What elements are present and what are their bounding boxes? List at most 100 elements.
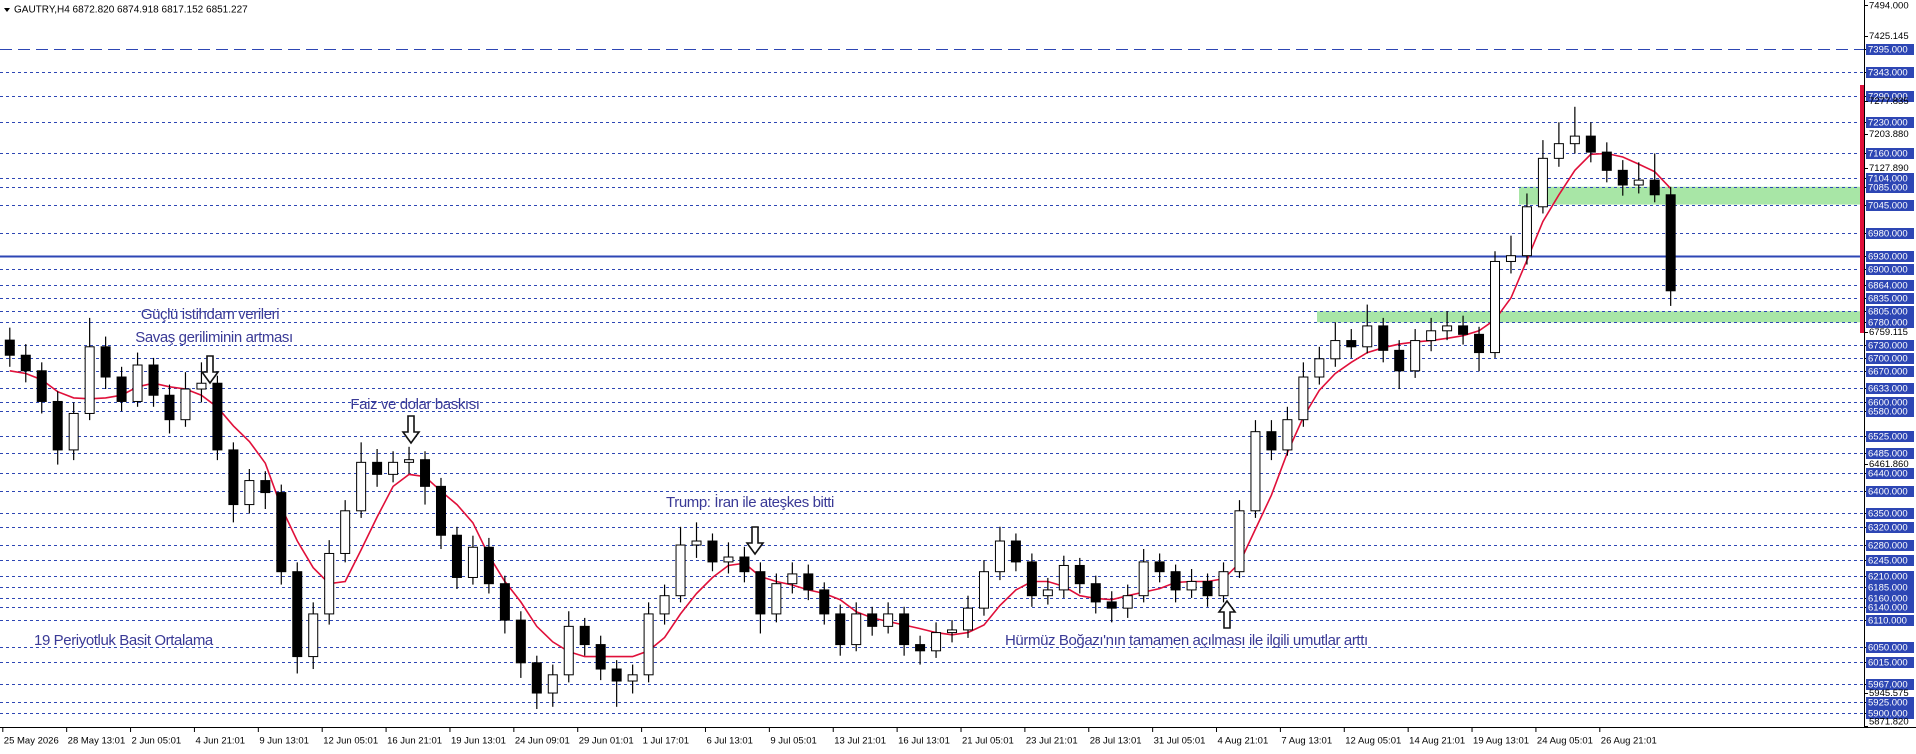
candle-body [1537,157,1548,208]
candle-body [148,364,159,396]
candle-body [691,540,702,546]
candle-body [1122,595,1133,609]
level-label: 7085.000 [1868,183,1908,194]
level-label: 6980.000 [1868,229,1908,240]
candle-body [1058,564,1069,591]
candle-body [994,540,1005,573]
candle-body [978,571,989,609]
y-tick-label: 5871.820 [1869,717,1909,728]
title-icon [4,8,10,12]
x-tick-label: 28 May 13:01 [68,736,126,747]
candle-body [4,339,15,356]
candle-body [627,674,638,682]
level-label-bg [1866,397,1914,408]
level-label-bg [1866,555,1914,566]
annotation: 19 Periyotluk Basit Ortalama [34,632,214,649]
candle-body [515,619,526,664]
candle-body [52,400,63,451]
level-label: 6160.000 [1868,594,1908,605]
candle-body [1154,561,1165,573]
arrow-down [200,355,220,385]
y-tick-label: 5945.575 [1869,688,1909,699]
level-label-bg [1866,522,1914,533]
level-label-bg [1866,306,1914,317]
y-tick-label: 6759.115 [1869,327,1908,338]
level-label: 6930.000 [1868,252,1908,263]
x-tick-label: 31 Jul 05:01 [1154,736,1206,747]
zone [1317,311,1864,323]
y-tick-label: 7127.890 [1869,163,1909,174]
candle-body [1266,431,1277,451]
candle-body [1649,179,1660,196]
level-label-bg [1866,280,1914,291]
level-label-bg [1866,366,1914,377]
x-tick-label: 6 Jul 13:01 [706,736,752,747]
level-label-bg [1866,642,1914,653]
x-tick-label: 16 Jul 13:01 [898,736,950,747]
level-label-bg [1866,251,1914,262]
candle-body [84,346,95,414]
candle-body [1474,333,1485,354]
level-label-bg [1866,679,1914,690]
candle-body [20,354,31,372]
candle-body [420,459,431,487]
candle-body [308,613,319,658]
candle-body [1186,580,1197,591]
x-tick-label: 29 Jun 01:01 [579,736,634,747]
level-label: 6805.000 [1868,307,1908,318]
level-label-bg [1866,615,1914,626]
candle-body [1074,564,1085,585]
candle-body [611,668,622,682]
candle-body [771,583,782,615]
level-label-bg [1866,228,1914,239]
candle-body [1090,583,1101,603]
candle-body [1042,589,1053,597]
candle-body [963,607,973,631]
range-marker [1860,85,1864,333]
candle-body [1521,206,1532,257]
candle-body [1665,194,1676,292]
candle-body [803,573,814,591]
x-tick-label: 12 Aug 05:01 [1345,736,1401,747]
level-label-bg [1866,148,1914,159]
level-label-bg [1866,540,1914,551]
level-label: 6633.000 [1868,384,1908,395]
level-label: 6140.000 [1868,603,1908,614]
candle-body [467,546,478,578]
candle-body [340,510,351,554]
moving-average-line [9,152,1672,658]
x-tick-label: 19 Aug 13:01 [1473,736,1529,747]
annotation: Hürmüz Boğazı'nın tamamen açılması ile i… [1005,632,1368,649]
level-label-bg [1866,173,1914,184]
level-label: 6185.000 [1868,583,1908,594]
candle-body [1218,571,1229,597]
candle-body [947,629,958,634]
level-label: 7343.000 [1868,68,1908,79]
level-label-bg [1866,406,1914,417]
candle-body [1569,135,1580,145]
candle-body [388,461,399,475]
candle-body [1426,330,1437,342]
level-label-bg [1866,340,1914,351]
level-label-bg [1866,117,1914,128]
x-tick-label: 4 Jun 21:01 [195,736,245,747]
moving-average [9,152,1672,658]
level-label-bg [1866,486,1914,497]
candle-body [739,556,750,573]
annotation: Trump: İran ile ateşkes bitti [666,493,834,511]
candle-body [915,644,926,652]
candle-body [579,625,590,646]
candle-body [1346,340,1357,348]
candle-body [196,382,207,390]
candle-body [1170,571,1181,591]
candle-body [723,556,734,563]
level-label: 6245.000 [1868,556,1908,567]
x-tick-label: 2 Jun 05:01 [132,736,182,747]
candle-body [819,589,830,615]
level-label-bg [1866,602,1914,613]
level-label: 7160.000 [1868,149,1908,160]
level-label-bg [1866,353,1914,364]
candle-body [1202,580,1213,597]
